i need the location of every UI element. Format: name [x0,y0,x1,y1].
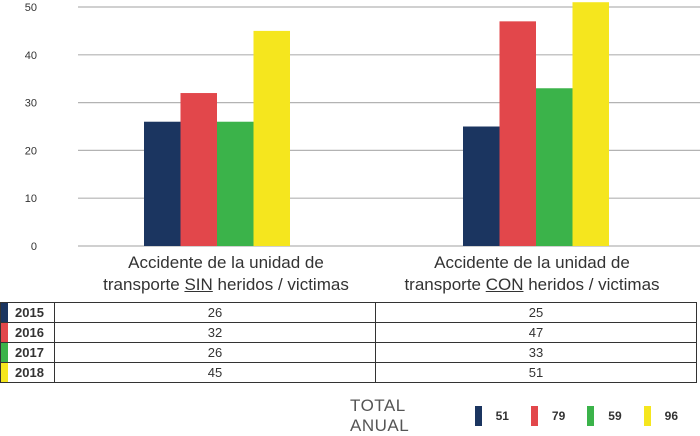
bar-chart: 0 10 20 30 40 50 [25,2,700,253]
table-cell: 33 [375,342,697,363]
total-anual: TOTAL ANUAL 51 79 59 96 [350,396,700,435]
data-table: 2015 26 25 2016 32 47 2017 26 33 2018 45… [0,302,697,383]
table-cell: 47 [375,322,697,343]
bar-2017-sin [217,121,254,246]
table-row: 2017 26 33 [0,342,697,363]
y-tick-label: 40 [25,50,37,62]
year-cell: 2015 [0,302,55,323]
category-emphasis: SIN [184,275,213,294]
series-color-swatch [643,406,651,426]
y-tick-label: 50 [25,2,37,14]
bar-2016-con [499,21,536,247]
category-label-con: Accidente de la unidad de transporte CON… [402,252,662,296]
table-cell: 32 [54,322,376,343]
total-item: 96 [643,406,678,426]
total-value: 96 [664,409,678,423]
total-item: 51 [474,406,509,426]
total-item: 59 [587,406,622,426]
table-row: 2015 26 25 [0,302,697,323]
total-value: 79 [551,409,566,423]
year-cell: 2016 [0,322,55,343]
y-tick-label: 0 [31,241,37,253]
y-tick-label: 20 [25,145,37,157]
table-cell: 26 [54,302,376,323]
bar-2017-con [536,88,573,246]
category-label-line2: transporte CON heridos / victimas [404,275,660,294]
total-title: TOTAL ANUAL [350,396,410,435]
y-axis-ticks: 0 10 20 30 40 50 [25,2,37,253]
year-cell: 2018 [0,362,55,383]
table-cell: 45 [54,362,376,383]
category-emphasis: CON [485,275,524,294]
series-color-swatch [587,406,595,426]
category-label-line2: transporte SIN heridos / victimas [103,275,349,294]
bar-2018-con [572,2,609,246]
bar-2018-sin [253,30,290,247]
bar-2015-sin [144,121,181,246]
table-row: 2016 32 47 [0,322,697,343]
table-cell: 25 [375,302,697,323]
bar-2015-con [463,126,500,246]
category-label-line1: Accidente de la unidad de [434,253,630,272]
total-item: 79 [530,406,566,426]
y-tick-label: 10 [25,193,37,205]
category-label-line1: Accidente de la unidad de [128,253,324,272]
total-value: 59 [608,409,622,423]
series-color-swatch [530,406,538,426]
table-cell: 26 [54,342,376,363]
year-cell: 2017 [0,342,55,363]
series-color-swatch [1,303,8,322]
series-color-swatch [474,406,482,426]
series-color-swatch [1,363,8,382]
category-label-sin: Accidente de la unidad de transporte SIN… [96,252,356,296]
total-value: 51 [495,409,509,423]
chart-bars [144,2,609,247]
table-cell: 51 [375,362,697,383]
table-row: 2018 45 51 [0,362,697,383]
series-color-swatch [1,343,8,362]
series-color-swatch [1,323,8,342]
y-tick-label: 30 [25,98,37,110]
bar-2016-sin [180,93,217,246]
